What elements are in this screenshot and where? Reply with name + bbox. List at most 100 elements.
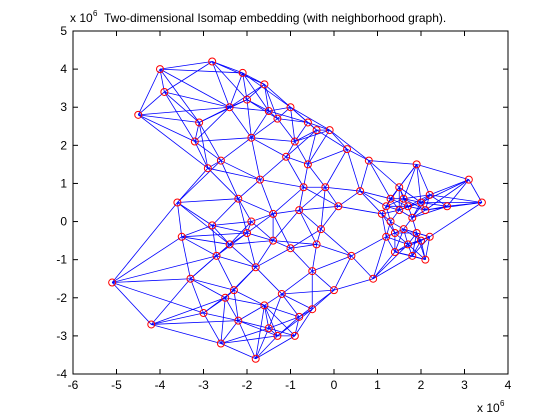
graph-edge	[255, 305, 265, 359]
graph-edge	[324, 148, 348, 188]
graph-edge	[220, 160, 239, 199]
embedding-point	[299, 183, 308, 192]
graph-edge	[360, 190, 391, 200]
graph-edge	[190, 278, 204, 314]
embedding-point	[308, 305, 317, 314]
graph-edge	[255, 247, 291, 268]
graph-edge	[220, 335, 278, 344]
graph-edge	[177, 202, 183, 237]
embedding-point	[421, 206, 430, 215]
graph-edge	[216, 255, 256, 268]
graph-edge	[394, 232, 409, 245]
graph-edge	[425, 202, 482, 211]
graph-edge	[359, 190, 383, 215]
graph-edge	[216, 255, 235, 291]
embedding-point	[195, 118, 204, 127]
graph-edge	[237, 198, 252, 222]
graph-edge	[272, 186, 304, 215]
embedding-point	[377, 209, 386, 218]
embedding-point	[412, 228, 421, 237]
graph-edge	[411, 217, 418, 234]
graph-edge	[281, 270, 313, 295]
graph-edge	[255, 335, 278, 360]
graph-edge	[207, 167, 261, 181]
graph-edge	[220, 343, 256, 360]
graph-edge	[272, 209, 300, 241]
graph-edge	[307, 164, 326, 188]
y-tick-label: -1	[56, 253, 67, 267]
graph-edge	[159, 68, 243, 74]
graph-edge	[390, 209, 400, 222]
graph-edge	[151, 297, 226, 325]
graph-edge	[255, 267, 283, 295]
embedding-point	[177, 232, 186, 241]
graph-edge	[229, 244, 256, 268]
graph-edge	[325, 186, 361, 192]
embedding-point	[260, 301, 269, 310]
y-tick-label: -4	[56, 367, 67, 381]
graph-edge	[372, 236, 387, 279]
embedding-point	[282, 152, 291, 161]
graph-edge	[403, 198, 409, 207]
graph-edge	[416, 164, 469, 181]
embedding-point	[212, 251, 221, 260]
graph-edge	[390, 198, 400, 211]
embedding-point	[408, 251, 417, 260]
embedding-point	[403, 240, 412, 249]
graph-edge	[372, 255, 413, 280]
graph-edge	[203, 312, 239, 322]
graph-edge	[429, 194, 482, 203]
graph-edge	[316, 229, 322, 245]
graph-edge	[150, 278, 191, 325]
graph-edge	[372, 244, 409, 280]
graph-edge	[229, 240, 274, 245]
graph-edge	[264, 305, 300, 318]
graph-edge	[294, 141, 309, 165]
y-tick-label: -3	[56, 329, 67, 343]
graph-edge	[390, 221, 404, 230]
graph-edge	[403, 229, 409, 245]
embedding-point	[247, 217, 256, 226]
graph-edge	[394, 228, 404, 234]
graph-edge	[137, 68, 161, 116]
embedding-point	[216, 339, 225, 348]
graph-edge	[303, 186, 339, 207]
graph-edge	[250, 137, 261, 180]
graph-edge	[359, 160, 370, 192]
embedding-point	[395, 183, 404, 192]
embedding-point	[156, 65, 164, 74]
y-multiplier-exponent: 6	[93, 9, 98, 18]
embedding-point	[238, 68, 247, 77]
graph-edge	[177, 202, 230, 245]
graph-edge	[220, 160, 261, 180]
graph-edge	[164, 91, 196, 142]
graph-edge	[251, 137, 287, 158]
graph-edge	[277, 118, 296, 142]
graph-edge	[177, 198, 239, 203]
embedding-point	[160, 87, 169, 96]
embedding-point	[208, 57, 217, 66]
graph-edge	[211, 225, 230, 245]
graph-edge	[237, 320, 257, 359]
embedding-point	[243, 228, 251, 237]
graph-edge	[416, 232, 426, 260]
embedding-point	[316, 225, 325, 234]
graph-edge	[299, 205, 339, 211]
graph-edge	[251, 118, 278, 139]
graph-edge	[264, 305, 296, 337]
graph-edge	[429, 202, 483, 238]
graph-edge	[255, 240, 274, 268]
graph-edge	[277, 308, 313, 337]
embedding-point	[325, 126, 334, 135]
graph-edge	[407, 194, 430, 207]
graph-edge	[407, 232, 417, 245]
graph-edge	[311, 244, 317, 272]
graph-edge	[307, 129, 317, 165]
embedding-point	[477, 198, 486, 207]
graph-edge	[181, 224, 213, 238]
graph-edge	[203, 312, 222, 344]
embedding-point	[256, 175, 265, 184]
graph-edge	[381, 209, 400, 215]
graph-edge	[246, 99, 278, 119]
